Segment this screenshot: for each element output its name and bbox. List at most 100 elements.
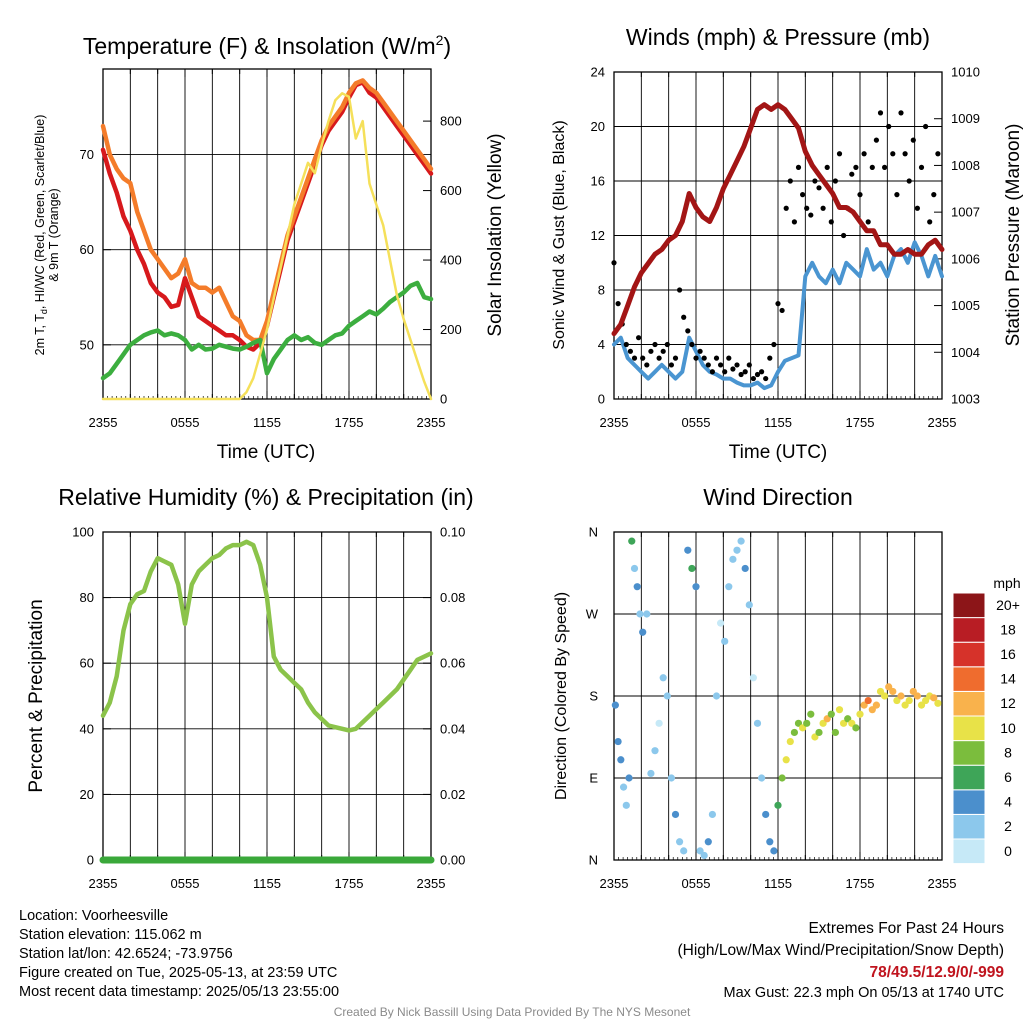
p2-series-station-pressure	[611, 102, 945, 337]
p4-direction-point	[625, 774, 633, 782]
panel3-title: Relative Humidity (%) & Precipitation (i…	[58, 484, 473, 510]
p4-direction-point	[700, 851, 708, 860]
recent-data-timestamp: Most recent data timestamp: 2025/05/13 2…	[19, 984, 340, 1000]
p2-gust-point	[709, 369, 716, 375]
colorbar-swatch	[952, 617, 986, 643]
p4-xtick-label: 1155	[764, 876, 792, 891]
p2-gust-point	[689, 341, 695, 348]
panel1-ylabel-right: Solar Insolation (Yellow)	[485, 133, 506, 336]
colorbar-unit: mph	[993, 575, 1020, 591]
p4-direction-point	[790, 728, 799, 737]
p4-xtick-label: 2355	[928, 876, 957, 891]
p4-direction-point	[651, 747, 659, 755]
p2-gust-point	[672, 355, 679, 361]
p4-direction-point	[766, 838, 774, 846]
p4-ytick-label: W	[586, 607, 599, 622]
p3-ytick-label: 40	[80, 721, 94, 736]
p4-direction-point	[704, 838, 712, 846]
p2-gust-point	[767, 355, 773, 361]
p2-ytick-label: 16	[591, 174, 605, 189]
p2-gust-point	[750, 375, 757, 382]
p2-gust-point	[890, 151, 896, 157]
p4-direction-point	[633, 583, 641, 591]
p4-direction-point	[803, 719, 811, 727]
p2-gust-point	[849, 171, 855, 177]
p2-ytick-label: 12	[591, 228, 605, 243]
colorbar-swatch	[952, 690, 986, 717]
p2-gust-point	[693, 355, 699, 361]
p1-xtick-label: 1755	[335, 415, 364, 430]
extremes-title: Extremes For Past 24 Hours	[808, 920, 1004, 937]
p3-xtick-label: 2355	[417, 876, 446, 891]
colorbar-label: 16	[1000, 646, 1016, 662]
panel1-ylabel-left: 2m T, Td, HI/WC (Red, Green, Scarlet/Blu…	[33, 115, 61, 356]
p4-direction-point	[905, 696, 913, 705]
colorbar-label: 10	[1000, 720, 1016, 736]
p2-ytick-label-right: 1007	[951, 205, 980, 220]
station-elevation: Station elevation: 115.062 m	[19, 927, 202, 943]
p2-ytick-label-right: 1004	[951, 345, 980, 360]
p2-gust-point	[894, 192, 900, 198]
station-location: Location: Voorheesville	[19, 908, 169, 924]
p4-xtick-label: 1755	[846, 876, 875, 891]
p2-gust-point	[636, 335, 642, 341]
p4-direction-point	[639, 628, 647, 636]
svg-text:& 9m T (Orange): & 9m T (Orange)	[47, 188, 61, 281]
p1-series-solar-insolation	[101, 92, 433, 401]
p1-ytick-label-right: 600	[440, 183, 462, 198]
p2-gust-point	[931, 192, 937, 198]
p1-series-9m-t	[100, 78, 434, 343]
p2-gust-point	[726, 355, 732, 361]
p2-gust-point	[841, 232, 847, 239]
p4-direction-point	[881, 692, 889, 700]
station-latlon: Station lat/lon: 42.6524; -73.9756	[19, 946, 233, 962]
p2-gust-point	[783, 205, 789, 211]
p2-gust-point	[685, 328, 691, 334]
p2-series-sonic-wind	[612, 240, 944, 391]
p2-gust-point	[656, 355, 662, 361]
p4-direction-point	[676, 838, 684, 846]
p4-direction-point	[692, 583, 700, 591]
p4-direction-point	[628, 537, 636, 545]
p2-gust-point	[660, 348, 666, 354]
p2-gust-point	[759, 369, 765, 375]
colorbar-label: 6	[1004, 769, 1012, 785]
p2-gust-point	[914, 205, 921, 211]
colorbar-swatch	[952, 789, 986, 815]
colorbar-swatch	[952, 838, 986, 865]
p2-ytick-label-right: 1008	[951, 158, 980, 173]
figure-created: Figure created on Tue, 2025-05-13, at 23…	[19, 965, 338, 981]
colorbar-swatch	[952, 641, 986, 668]
p2-gust-point	[927, 219, 933, 225]
p2-gust-point	[611, 260, 617, 266]
p4-direction-point	[729, 555, 737, 563]
p2-gust-point	[898, 110, 904, 116]
p2-gust-point	[631, 355, 638, 361]
p4-direction-point	[680, 847, 688, 855]
p2-ytick-label: 20	[591, 119, 605, 134]
panel1-plot: 2355 0555 1155 1755 2355 50 60 70 0 200 400 600 800	[80, 68, 462, 430]
p3-xtick-label: 1755	[335, 876, 364, 891]
p2-xtick-label: 2355	[600, 415, 629, 430]
p2-gust-point	[800, 192, 806, 198]
p2-gust-point	[877, 110, 884, 116]
p3-ytick-label-right: 0.02	[440, 787, 465, 802]
p4-direction-point	[671, 810, 680, 819]
p3-xtick-label: 0555	[171, 876, 200, 891]
p2-gust-point	[713, 355, 720, 361]
p2-gust-point	[816, 185, 822, 191]
p3-ytick-label-right: 0.06	[440, 656, 465, 671]
p4-direction-point	[831, 728, 840, 737]
p2-gust-point	[697, 348, 703, 354]
p2-gust-point	[812, 178, 818, 184]
p4-direction-point	[617, 756, 625, 764]
colorbar-swatch	[952, 740, 986, 766]
p2-gust-point	[804, 205, 810, 211]
p2-xtick-label: 0555	[682, 415, 711, 430]
p4-direction-point	[688, 564, 696, 573]
p4-direction-point	[758, 774, 766, 782]
p2-gust-point	[857, 192, 863, 198]
p2-gust-point	[828, 219, 834, 225]
p2-gust-point	[832, 178, 839, 184]
